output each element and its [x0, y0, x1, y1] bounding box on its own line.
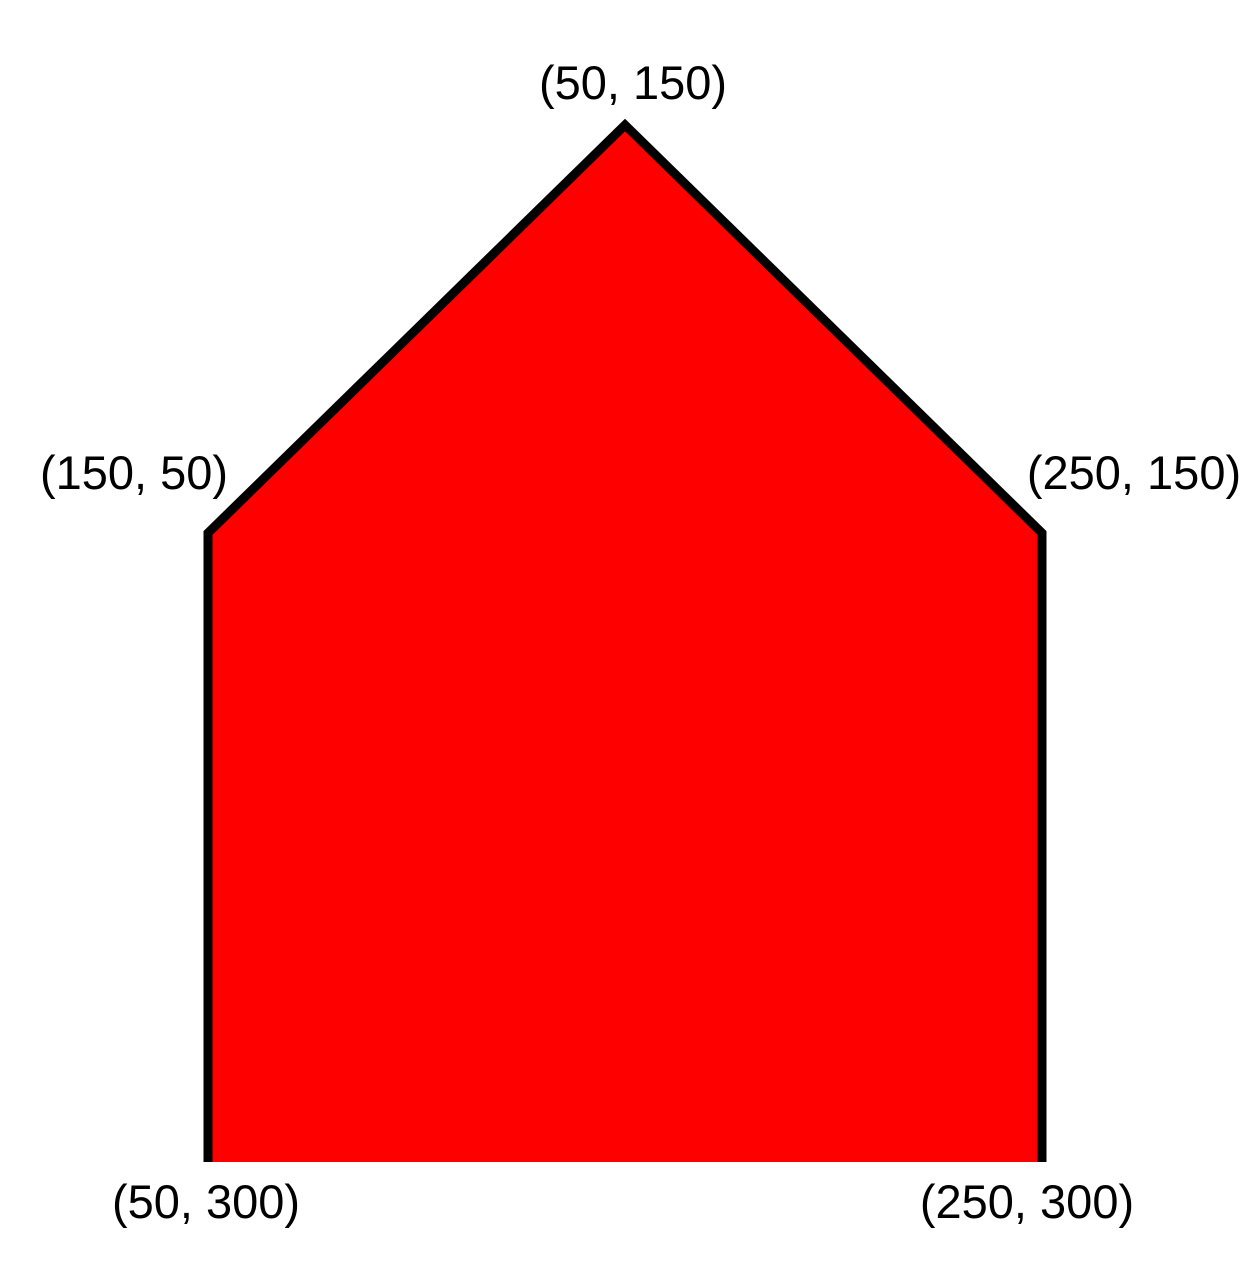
pentagon-fill: [208, 125, 1042, 1162]
pentagon-outline: [203, 118, 1047, 1162]
label-lower-right: (250, 300): [920, 1175, 1134, 1228]
label-upper-left: (150, 50): [40, 446, 228, 499]
label-apex: (50, 150): [539, 56, 727, 109]
label-upper-right: (250, 150): [1027, 446, 1241, 499]
label-lower-left: (50, 300): [112, 1175, 300, 1228]
